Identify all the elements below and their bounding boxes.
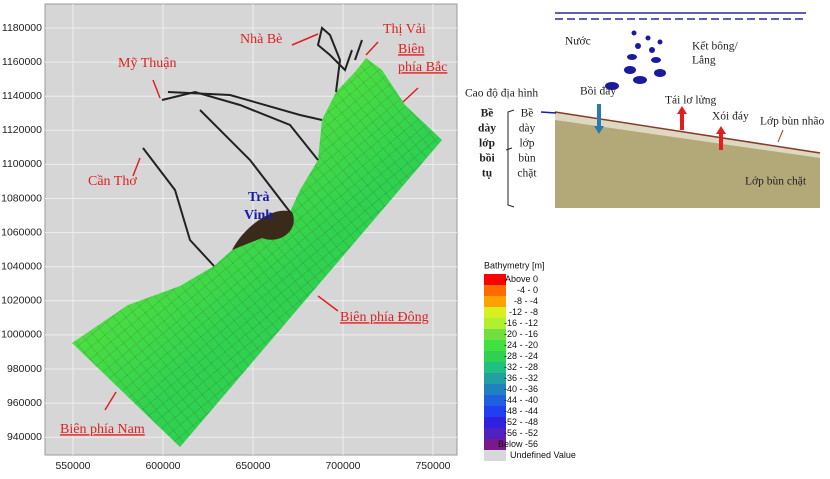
legend-swatch <box>484 340 506 351</box>
legend-swatch <box>484 285 506 296</box>
legend-label: -20 - -16 <box>504 329 538 339</box>
diagram-label: tụ <box>482 168 493 180</box>
legend-label: Undefined Value <box>510 450 576 460</box>
diagram-label: lớp <box>519 138 534 150</box>
legend-swatch <box>484 362 506 373</box>
legend-label: -12 - -8 <box>509 307 538 317</box>
diagram-label: Xói đáy <box>712 111 749 123</box>
legend-swatch <box>484 318 506 329</box>
y-tick-label: 960000 <box>7 397 42 409</box>
y-tick-label: 1180000 <box>2 22 42 34</box>
x-tick-label: 600000 <box>145 460 180 472</box>
legend-label: -32 - -28 <box>504 362 538 372</box>
legend-label: -16 - -12 <box>504 318 538 328</box>
estuary <box>232 210 294 250</box>
diagram-label: Kết bông/ <box>692 40 738 53</box>
map-label: Mỹ Thuận <box>118 56 176 71</box>
map-label: Trà <box>248 190 270 205</box>
diagram-label: dày <box>519 123 536 135</box>
legend-label: -36 - -32 <box>504 373 538 383</box>
legend-label: -44 - -40 <box>504 395 538 405</box>
map-label: Nhà Bè <box>240 32 282 47</box>
diagram <box>505 12 821 208</box>
legend-label: -40 - -36 <box>504 384 538 394</box>
diagram-label: lớp <box>479 138 495 150</box>
diagram-label: Lớp bùn chặt <box>745 176 807 188</box>
diagram-label: Bề <box>521 107 534 120</box>
y-tick-label: 980000 <box>7 363 42 375</box>
diagram-label: bồi <box>479 152 495 165</box>
y-tick-label: 940000 <box>7 431 42 443</box>
legend-label: -24 - -20 <box>504 340 538 350</box>
legend-label: -28 - -24 <box>504 351 538 361</box>
map-label: Vinh <box>244 208 273 223</box>
legend-swatch <box>484 307 506 318</box>
legend-title: Bathymetry [m] <box>484 260 545 270</box>
legend-label: -4 - 0 <box>517 285 538 295</box>
x-tick-label: 550000 <box>55 460 90 472</box>
diagram-label: bùn <box>518 153 536 165</box>
pointers <box>104 33 419 411</box>
y-tick-label: 1040000 <box>1 260 42 272</box>
legend-swatch <box>484 450 506 461</box>
legend-swatch <box>484 296 506 307</box>
legend-swatch <box>484 406 506 417</box>
y-tick-label: 1160000 <box>2 56 42 68</box>
diagram-label: Lắng <box>692 54 716 67</box>
legend-swatch <box>484 395 506 406</box>
diagram-label: Bồi đây <box>580 85 616 98</box>
rivers <box>142 26 363 267</box>
y-tick-label: 1020000 <box>1 295 42 307</box>
legend-label: Above 0 <box>505 274 538 284</box>
legend-swatch <box>484 373 506 384</box>
map-label: Biên <box>398 42 424 57</box>
diagram-label: Lớp bùn nhão <box>760 116 824 128</box>
x-tick-label: 750000 <box>415 460 450 472</box>
map-label: Cần Thơ <box>88 174 137 189</box>
diagram-label: dày <box>478 123 496 135</box>
grid <box>45 4 457 455</box>
map-label: Biên phía Đông <box>340 310 429 325</box>
x-tick-label: 700000 <box>325 460 360 472</box>
map-label: Thị Vải <box>383 22 426 37</box>
diagram-label: chặt <box>517 168 537 180</box>
diagram-label: Tái lơ lửng <box>665 95 717 107</box>
map-label: Biên phía Nam <box>60 422 145 437</box>
map-label: phía Bắc <box>398 60 447 75</box>
y-tick-label: 1120000 <box>2 124 42 136</box>
y-tick-label: 1100000 <box>2 158 42 170</box>
mesh-lines <box>72 58 442 447</box>
legend-swatch <box>484 439 506 450</box>
legend-swatch <box>484 329 506 340</box>
diagram-label: Cao độ địa hình <box>465 88 538 100</box>
y-tick-label: 1000000 <box>1 329 42 341</box>
legend-swatch <box>484 428 506 439</box>
legend-label: Below -56 <box>498 439 538 449</box>
x-tick-label: 650000 <box>235 460 270 472</box>
y-tick-label: 1060000 <box>1 226 42 238</box>
legend-swatch <box>484 274 506 285</box>
legend-label: -48 - -44 <box>504 406 538 416</box>
legend-label: -8 - -4 <box>514 296 538 306</box>
y-tick-label: 1140000 <box>2 90 42 102</box>
diagram-label: Nước <box>565 36 591 48</box>
legend-swatch <box>484 384 506 395</box>
legend-swatch <box>484 417 506 428</box>
legend-label: -56 - -52 <box>504 428 538 438</box>
diagram-label: Bề <box>481 107 494 120</box>
y-tick-label: 1080000 <box>1 192 42 204</box>
legend-label: -52 - -48 <box>504 417 538 427</box>
legend-swatch <box>484 351 506 362</box>
